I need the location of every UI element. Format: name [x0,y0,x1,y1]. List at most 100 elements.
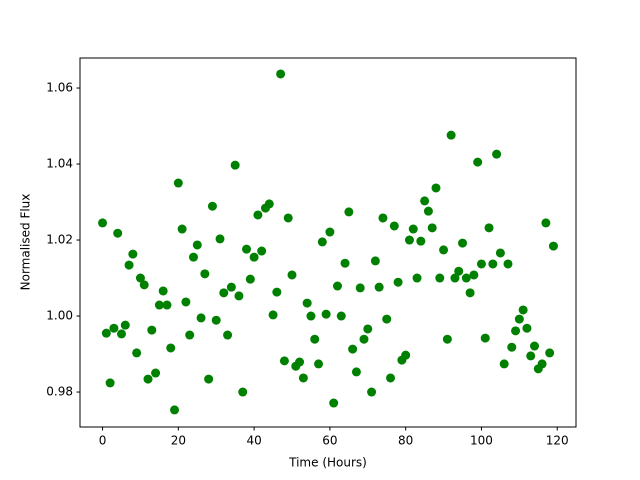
data-point [170,405,180,415]
data-point [120,320,130,330]
data-point [340,258,350,268]
data-point [101,328,111,338]
data-point [469,270,479,280]
data-point [204,374,214,384]
data-point [185,330,195,340]
data-point [132,348,142,358]
data-point [336,311,346,321]
data-point [329,398,339,408]
data-point [207,201,217,211]
data-point [495,248,505,258]
data-point [465,288,475,298]
data-point [283,213,293,223]
y-tick-label: 1.00 [46,309,73,323]
data-point [154,300,164,310]
data-point [476,259,486,269]
data-point [109,323,119,333]
data-point [230,160,240,170]
x-tick-label: 40 [246,434,261,448]
data-point [484,223,494,233]
data-point [382,314,392,324]
y-tick-label: 1.04 [46,157,73,171]
data-point [162,300,172,310]
x-tick-label: 80 [398,434,413,448]
data-point [181,297,191,307]
data-point [188,252,198,262]
data-point [253,210,263,220]
plot-frame [79,57,577,428]
data-point [363,324,373,334]
data-point [124,260,134,270]
data-point [427,223,437,233]
data-point [276,69,286,79]
data-point [367,387,377,397]
data-point [450,273,460,283]
data-point [454,266,464,276]
x-tick-label: 60 [322,434,337,448]
data-point [355,283,365,293]
data-point [351,367,361,377]
data-point [499,359,509,369]
data-point [310,334,320,344]
data-point [98,218,108,228]
data-point [458,238,468,248]
data-point [196,313,206,323]
data-point [249,252,259,262]
data-point [393,277,403,287]
data-point [511,326,521,336]
data-point [359,334,369,344]
data-point [480,333,490,343]
data-point [298,373,308,383]
data-point [116,329,126,339]
x-tick-label: 100 [470,434,493,448]
data-point [412,273,422,283]
data-point [442,334,452,344]
data-point [151,368,161,378]
data-point [314,359,324,369]
data-point [332,281,342,291]
data-point [518,305,528,315]
data-point [158,286,168,296]
data-point [321,309,331,319]
data-point [526,351,536,361]
data-point [541,218,551,228]
data-point [435,273,445,283]
data-point [219,288,229,298]
data-point [279,356,289,366]
data-point [295,357,305,367]
data-point [374,282,384,292]
data-point [378,213,388,223]
data-point [211,315,221,325]
data-point [139,280,149,290]
data-point [234,291,244,301]
data-point [325,227,335,237]
data-point [461,273,471,283]
data-point [420,196,430,206]
data-point [522,323,532,333]
y-tick-label: 0.98 [46,385,73,399]
data-point [264,199,274,209]
data-point [514,314,524,324]
data-point [113,228,123,238]
data-point [423,206,433,216]
x-axis-label: Time (Hours) [288,456,367,470]
data-point [317,237,327,247]
data-point [226,282,236,292]
data-point [537,359,547,369]
data-point [238,387,248,397]
data-point [492,149,502,159]
data-point [143,374,153,384]
x-tick-label: 20 [171,434,186,448]
data-point [135,273,145,283]
data-point [245,274,255,284]
y-axis-label: Normalised Flux [19,194,33,291]
data-point [257,246,267,256]
data-point [344,207,354,217]
data-point [386,373,396,383]
data-point [173,178,183,188]
data-point [404,235,414,245]
data-point [105,378,115,388]
data-point [389,221,399,231]
y-tick-label: 1.02 [46,233,73,247]
data-point [545,348,555,358]
